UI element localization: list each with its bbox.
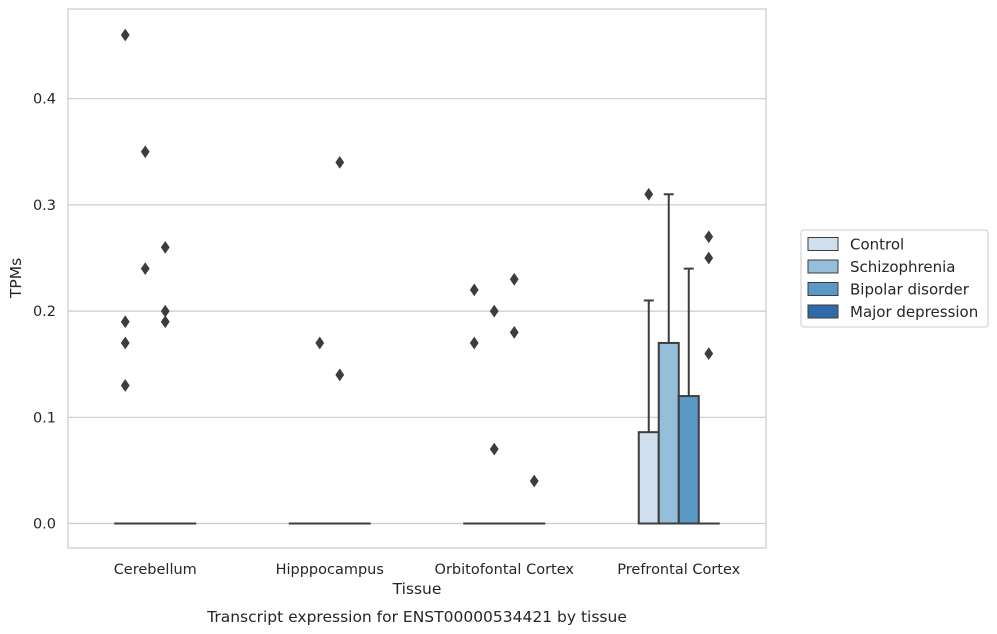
legend-frame [800, 229, 989, 328]
plot-frame [67, 8, 767, 549]
outlier-point [140, 145, 150, 159]
legend-swatch [807, 237, 839, 251]
legend-swatch [807, 282, 839, 296]
legend-label: Control [850, 236, 904, 254]
outlier-point [489, 442, 499, 456]
y-axis-label: TPMs [7, 258, 25, 299]
outlier-point [120, 336, 130, 350]
legend-items: Control Schizophrenia Bipolar disorder Majo… [807, 236, 978, 321]
legend-label: Bipolar disorder [850, 281, 970, 299]
legend: Control Schizophrenia Bipolar disorder Majo… [800, 229, 989, 328]
y-tick-label: 0.3 [33, 198, 56, 214]
legend-label: Major depression [850, 303, 978, 321]
outlier-point [160, 304, 170, 318]
x-tick-labels: Cerebellum Hipppocampus Orbitofontal Corte… [114, 562, 741, 578]
outlier-point [509, 325, 519, 339]
outlier-point [140, 262, 150, 275]
outlier-point [509, 272, 519, 286]
outlier-point [335, 156, 345, 169]
outlier-point [120, 379, 130, 392]
x-axis-label: Tissue [392, 580, 442, 598]
outlier-point [704, 347, 714, 360]
x-tick-label: Hipppocampus [276, 562, 384, 578]
outlier-point [489, 304, 499, 318]
outlier-point [469, 336, 479, 350]
outlier-point [529, 474, 539, 488]
outlier-point [469, 283, 479, 297]
outlier-point [644, 187, 654, 201]
x-tick-label: Cerebellum [114, 562, 197, 578]
outlier-point [120, 315, 130, 329]
x-tick-label: Orbitofontal Cortex [435, 562, 575, 578]
legend-label: Schizophrenia [850, 258, 955, 276]
outlier-point [315, 336, 325, 350]
box [637, 431, 660, 525]
outlier-point [335, 368, 345, 382]
box [657, 341, 680, 525]
outlier-point [120, 28, 130, 42]
box [677, 395, 700, 525]
outlier-point [704, 251, 714, 265]
outlier-point [704, 230, 714, 244]
y-tick-label: 0.4 [33, 92, 56, 108]
outlier-point [160, 241, 170, 254]
y-tick-label: 0.1 [33, 410, 56, 426]
y-tick-label: 0.0 [33, 517, 56, 533]
outlier-point [160, 315, 170, 329]
chart-caption: Transcript expression for ENST0000053442… [206, 608, 627, 626]
legend-swatch [807, 304, 839, 319]
legend-swatch [807, 259, 839, 274]
y-tick-label: 0.2 [33, 304, 56, 320]
x-tick-label: Prefrontal Cortex [617, 562, 740, 578]
y-tick-labels: 0.0 0.1 0.2 0.3 0.4 [33, 92, 56, 533]
plot-marks [114, 28, 720, 525]
